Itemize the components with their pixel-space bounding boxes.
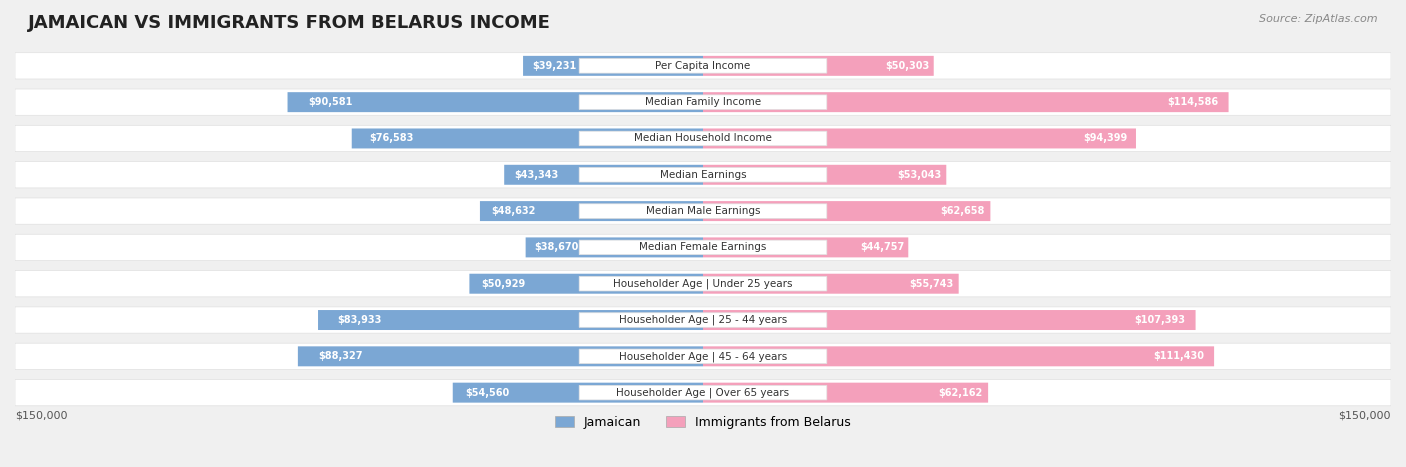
FancyBboxPatch shape [579, 349, 827, 364]
Text: Householder Age | 45 - 64 years: Householder Age | 45 - 64 years [619, 351, 787, 361]
Text: Median Household Income: Median Household Income [634, 134, 772, 143]
FancyBboxPatch shape [579, 276, 827, 291]
FancyBboxPatch shape [579, 131, 827, 146]
FancyBboxPatch shape [15, 234, 1391, 261]
FancyBboxPatch shape [703, 382, 988, 403]
FancyBboxPatch shape [15, 343, 1391, 369]
Text: $83,933: $83,933 [337, 315, 381, 325]
Text: $50,303: $50,303 [884, 61, 929, 71]
FancyBboxPatch shape [15, 380, 1391, 406]
Legend: Jamaican, Immigrants from Belarus: Jamaican, Immigrants from Belarus [550, 410, 856, 433]
FancyBboxPatch shape [15, 125, 1391, 152]
FancyBboxPatch shape [352, 128, 703, 149]
FancyBboxPatch shape [15, 198, 1391, 224]
FancyBboxPatch shape [579, 240, 827, 255]
FancyBboxPatch shape [298, 347, 703, 366]
Text: Householder Age | Under 25 years: Householder Age | Under 25 years [613, 278, 793, 289]
Text: Median Male Earnings: Median Male Earnings [645, 206, 761, 216]
FancyBboxPatch shape [523, 56, 703, 76]
FancyBboxPatch shape [703, 237, 908, 257]
FancyBboxPatch shape [703, 201, 990, 221]
Text: $114,586: $114,586 [1167, 97, 1218, 107]
Text: $62,162: $62,162 [938, 388, 983, 397]
Text: $94,399: $94,399 [1083, 134, 1128, 143]
FancyBboxPatch shape [505, 165, 703, 185]
Text: $150,000: $150,000 [1339, 411, 1391, 421]
Text: $38,670: $38,670 [534, 242, 579, 252]
Text: $90,581: $90,581 [308, 97, 353, 107]
FancyBboxPatch shape [579, 168, 827, 182]
FancyBboxPatch shape [288, 92, 703, 112]
Text: $62,658: $62,658 [941, 206, 984, 216]
FancyBboxPatch shape [579, 313, 827, 327]
Text: $150,000: $150,000 [15, 411, 67, 421]
Text: $39,231: $39,231 [531, 61, 576, 71]
FancyBboxPatch shape [703, 165, 946, 185]
FancyBboxPatch shape [15, 270, 1391, 297]
Text: Median Female Earnings: Median Female Earnings [640, 242, 766, 252]
FancyBboxPatch shape [15, 53, 1391, 79]
Text: $44,757: $44,757 [860, 242, 904, 252]
FancyBboxPatch shape [453, 382, 703, 403]
FancyBboxPatch shape [703, 56, 934, 76]
FancyBboxPatch shape [703, 310, 1195, 330]
Text: Householder Age | 25 - 44 years: Householder Age | 25 - 44 years [619, 315, 787, 325]
Text: $55,743: $55,743 [910, 279, 953, 289]
FancyBboxPatch shape [15, 307, 1391, 333]
FancyBboxPatch shape [470, 274, 703, 294]
Text: $48,632: $48,632 [491, 206, 536, 216]
FancyBboxPatch shape [479, 201, 703, 221]
Text: $76,583: $76,583 [370, 134, 413, 143]
FancyBboxPatch shape [15, 89, 1391, 115]
Text: $54,560: $54,560 [465, 388, 509, 397]
FancyBboxPatch shape [579, 204, 827, 219]
FancyBboxPatch shape [703, 347, 1215, 366]
Text: Median Family Income: Median Family Income [645, 97, 761, 107]
Text: $43,343: $43,343 [515, 170, 558, 180]
FancyBboxPatch shape [703, 128, 1136, 149]
FancyBboxPatch shape [15, 162, 1391, 188]
Text: Householder Age | Over 65 years: Householder Age | Over 65 years [616, 388, 790, 398]
Text: $53,043: $53,043 [897, 170, 942, 180]
FancyBboxPatch shape [318, 310, 703, 330]
FancyBboxPatch shape [526, 237, 703, 257]
Text: Per Capita Income: Per Capita Income [655, 61, 751, 71]
FancyBboxPatch shape [579, 385, 827, 400]
FancyBboxPatch shape [579, 95, 827, 109]
FancyBboxPatch shape [579, 58, 827, 73]
Text: $107,393: $107,393 [1135, 315, 1185, 325]
Text: Source: ZipAtlas.com: Source: ZipAtlas.com [1260, 14, 1378, 24]
FancyBboxPatch shape [703, 274, 959, 294]
FancyBboxPatch shape [703, 92, 1229, 112]
Text: $50,929: $50,929 [481, 279, 526, 289]
Text: Median Earnings: Median Earnings [659, 170, 747, 180]
Text: $88,327: $88,327 [318, 351, 363, 361]
Text: $111,430: $111,430 [1153, 351, 1204, 361]
Text: JAMAICAN VS IMMIGRANTS FROM BELARUS INCOME: JAMAICAN VS IMMIGRANTS FROM BELARUS INCO… [28, 14, 551, 32]
